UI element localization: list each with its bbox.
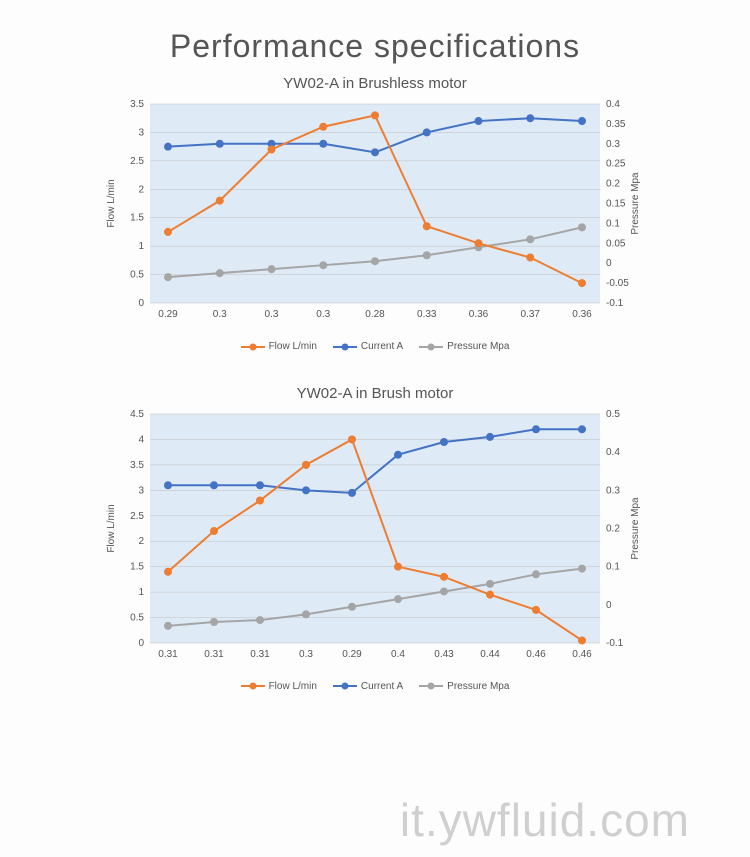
- svg-text:0.1: 0.1: [606, 561, 620, 572]
- svg-text:0.35: 0.35: [606, 119, 626, 130]
- page-title: Performance specifications: [0, 0, 750, 75]
- svg-text:0.3: 0.3: [316, 309, 330, 320]
- svg-text:0.46: 0.46: [572, 649, 592, 660]
- svg-text:2: 2: [138, 536, 144, 547]
- legend-item: Pressure Mpa: [419, 681, 509, 692]
- svg-text:2: 2: [138, 184, 144, 195]
- watermark-text: it.ywfluid.com: [400, 793, 690, 847]
- svg-text:3.5: 3.5: [130, 459, 144, 470]
- legend-marker-icon: [241, 342, 265, 352]
- svg-text:4: 4: [138, 434, 144, 445]
- svg-text:Flow L/min: Flow L/min: [106, 179, 117, 227]
- svg-text:0.4: 0.4: [606, 99, 620, 110]
- chart2-legend: Flow L/min Current A Pressure Mpa: [100, 677, 650, 695]
- svg-text:0.4: 0.4: [606, 447, 620, 458]
- svg-text:0.5: 0.5: [130, 612, 144, 623]
- chart1-title: YW02-A in Brushless motor: [100, 75, 650, 92]
- svg-text:2.5: 2.5: [130, 156, 144, 167]
- legend-marker-icon: [333, 342, 357, 352]
- legend-label: Current A: [361, 341, 403, 352]
- svg-text:0.43: 0.43: [434, 649, 454, 660]
- legend-item: Current A: [333, 681, 403, 692]
- svg-text:0.3: 0.3: [213, 309, 227, 320]
- svg-text:0.37: 0.37: [521, 309, 541, 320]
- svg-text:0: 0: [138, 298, 144, 309]
- legend-label: Current A: [361, 681, 403, 692]
- svg-text:1: 1: [138, 241, 144, 252]
- svg-text:0: 0: [606, 258, 612, 269]
- svg-text:0: 0: [606, 599, 612, 610]
- svg-text:0.44: 0.44: [480, 649, 500, 660]
- svg-text:0.29: 0.29: [158, 309, 178, 320]
- legend-item: Flow L/min: [241, 681, 317, 692]
- svg-text:-0.1: -0.1: [606, 298, 624, 309]
- svg-text:0.31: 0.31: [250, 649, 270, 660]
- svg-text:0.5: 0.5: [130, 270, 144, 281]
- legend-label: Pressure Mpa: [447, 341, 509, 352]
- legend-marker-icon: [241, 681, 265, 691]
- svg-text:0.25: 0.25: [606, 159, 626, 170]
- chart2-plot: 0 0.5 1 1.5 2 2.5 3 3.5 4 4.5 -0.1 0 0.1 0.2 0.3 0.4 0.5…: [100, 408, 650, 677]
- legend-marker-icon: [419, 342, 443, 352]
- svg-text:Pressure Mpa: Pressure Mpa: [630, 496, 641, 559]
- svg-text:1: 1: [138, 587, 144, 598]
- chart-brush: YW02-A in Brush motor 0 0.5 1 1.5 2 2.5 3 3.5 4 4…: [100, 385, 650, 695]
- svg-text:2.5: 2.5: [130, 510, 144, 521]
- svg-text:0.2: 0.2: [606, 523, 620, 534]
- legend-marker-icon: [419, 681, 443, 691]
- chart1-legend: Flow L/min Current A Pressure Mpa: [100, 337, 650, 355]
- svg-text:0: 0: [138, 638, 144, 649]
- svg-text:0.15: 0.15: [606, 199, 626, 210]
- legend-label: Flow L/min: [269, 341, 317, 352]
- svg-text:0.4: 0.4: [391, 649, 405, 660]
- svg-text:0.3: 0.3: [299, 649, 313, 660]
- svg-text:0.31: 0.31: [158, 649, 178, 660]
- svg-text:0.5: 0.5: [606, 409, 620, 420]
- svg-text:0.28: 0.28: [365, 309, 385, 320]
- svg-text:0.36: 0.36: [469, 309, 489, 320]
- chart-brushless: YW02-A in Brushless motor 0 0.5 1 1.5 2 2.5 3 3…: [100, 75, 650, 355]
- svg-text:0.46: 0.46: [526, 649, 546, 660]
- svg-text:0.33: 0.33: [417, 309, 437, 320]
- svg-text:0.05: 0.05: [606, 238, 626, 249]
- legend-label: Flow L/min: [269, 681, 317, 692]
- svg-text:0.3: 0.3: [606, 139, 620, 150]
- svg-text:0.3: 0.3: [606, 485, 620, 496]
- svg-text:-0.1: -0.1: [606, 638, 624, 649]
- chart2-title: YW02-A in Brush motor: [100, 385, 650, 402]
- legend-item: Current A: [333, 341, 403, 352]
- chart1-plot: 0 0.5 1 1.5 2 2.5 3 3.5 -0.1 -0.05 0 0.05 0.1 0.15 0.2…: [100, 98, 650, 337]
- svg-text:Flow L/min: Flow L/min: [106, 504, 117, 552]
- svg-text:3.5: 3.5: [130, 99, 144, 110]
- legend-label: Pressure Mpa: [447, 681, 509, 692]
- svg-text:0.2: 0.2: [606, 179, 620, 190]
- svg-text:0.3: 0.3: [265, 309, 279, 320]
- legend-marker-icon: [333, 681, 357, 691]
- svg-text:0.29: 0.29: [342, 649, 362, 660]
- svg-text:0.36: 0.36: [572, 309, 592, 320]
- svg-text:3: 3: [138, 485, 144, 496]
- svg-text:3: 3: [138, 127, 144, 138]
- svg-text:0.31: 0.31: [204, 649, 224, 660]
- svg-text:Pressure Mpa: Pressure Mpa: [630, 172, 641, 235]
- legend-item: Flow L/min: [241, 341, 317, 352]
- legend-item: Pressure Mpa: [419, 341, 509, 352]
- svg-text:1.5: 1.5: [130, 561, 144, 572]
- svg-text:4.5: 4.5: [130, 409, 144, 420]
- svg-text:0.1: 0.1: [606, 218, 620, 229]
- svg-text:-0.05: -0.05: [606, 278, 629, 289]
- svg-text:1.5: 1.5: [130, 213, 144, 224]
